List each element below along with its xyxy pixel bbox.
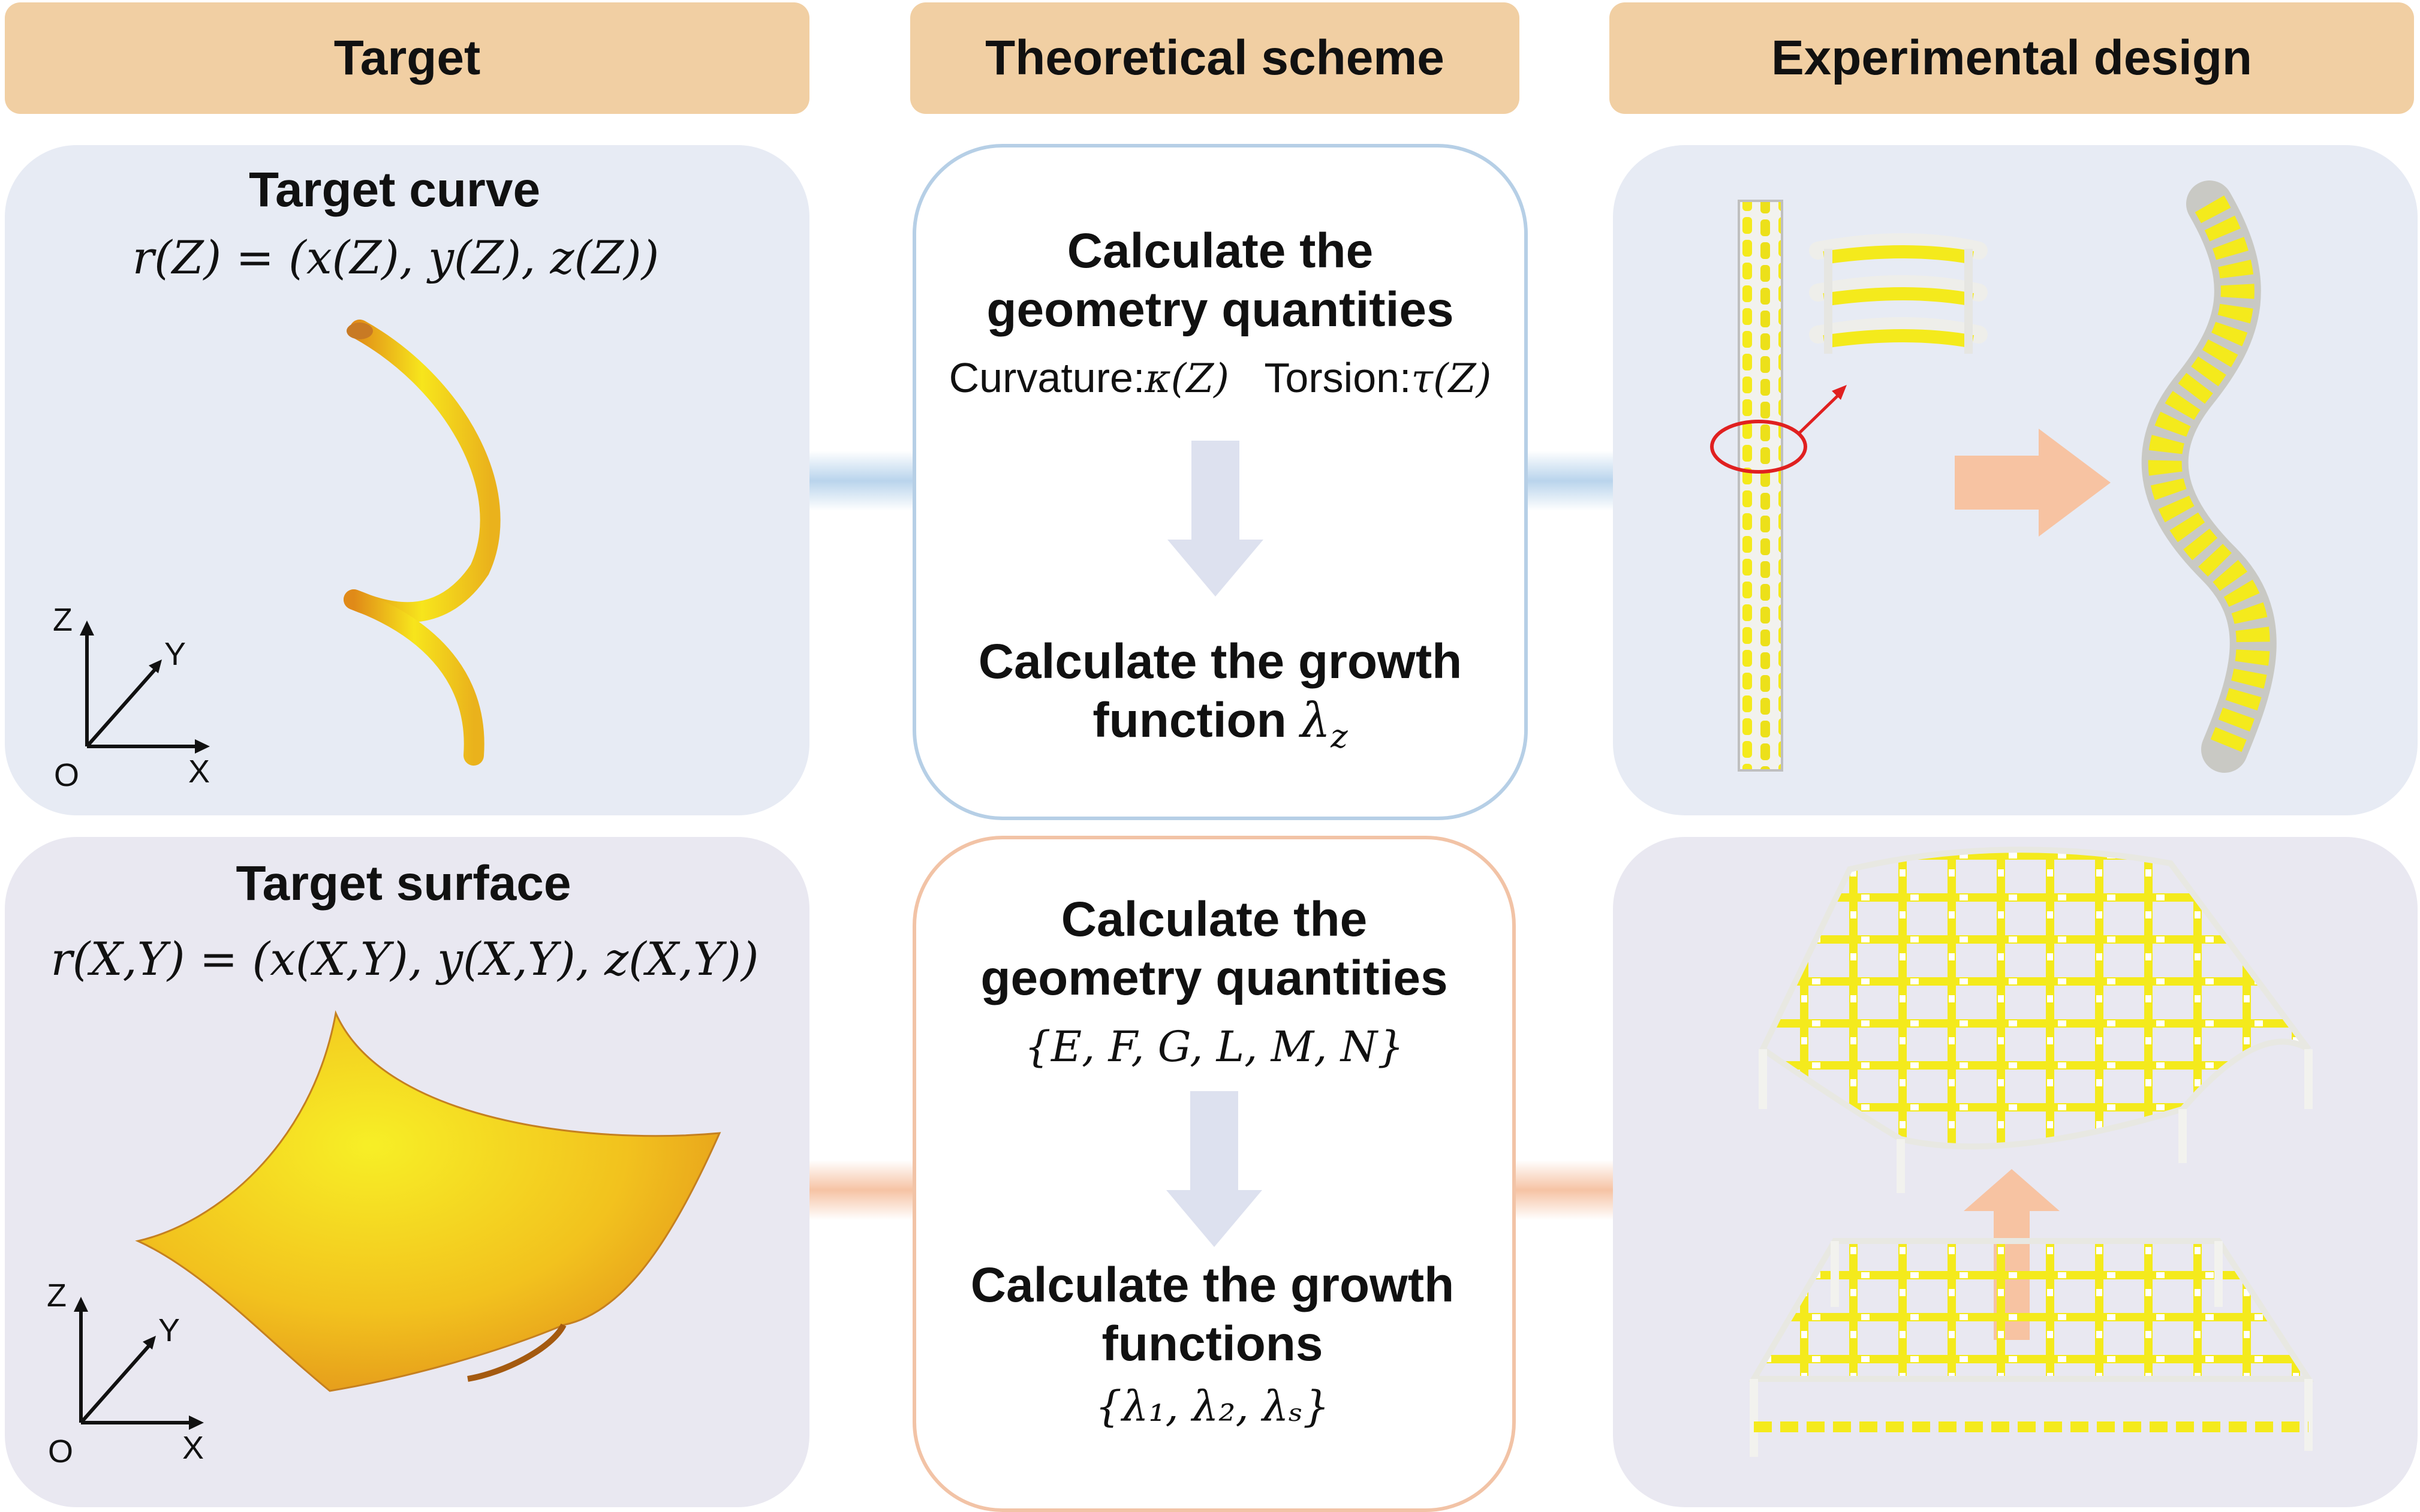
surface-geometry-set: {E, F, G, L, M, N} xyxy=(1024,1022,1404,1071)
curvature-label: Curvature: xyxy=(949,354,1145,401)
surface-axis-x-label: X xyxy=(182,1430,204,1466)
header-experimental-design: Experimental design xyxy=(1609,2,2414,114)
growth-lambda: λ xyxy=(1300,692,1331,748)
curve-axis-origin-label: O xyxy=(54,757,80,793)
surface-scheme-line1: Calculate the xyxy=(1061,892,1368,947)
curve-scheme-quantities: Curvature:κ(Z) Torsion:τ(Z) xyxy=(913,354,1528,402)
curvature-symbol: κ(Z) xyxy=(1145,356,1230,402)
target-curve-title: Target curve xyxy=(248,162,541,217)
straight-lattice-rod xyxy=(1738,200,1783,772)
header-theoretical-scheme: Theoretical scheme xyxy=(910,2,1519,114)
target-surface-equation: r(X,Y) = (x(X,Y), y(X,Y), z(X,Y)) xyxy=(50,932,759,986)
surface-axis-origin-label: O xyxy=(48,1433,74,1469)
curve-axis-z-label: Z xyxy=(53,602,73,638)
connector-surface-right xyxy=(1508,1160,1619,1220)
target-curve-panel xyxy=(5,145,809,815)
zoom-inset xyxy=(1809,233,1988,354)
highlight-ellipse xyxy=(1710,420,1807,474)
connector-curve-right xyxy=(1517,451,1619,511)
surface-axis-y-label: Y xyxy=(158,1312,180,1348)
target-curve-graphic xyxy=(344,320,501,766)
header-target: Target xyxy=(5,2,809,114)
surface-growth-line1: Calculate the growth xyxy=(970,1258,1455,1312)
connector-curve-left xyxy=(803,451,917,511)
curve-axis-x-label: X xyxy=(188,754,210,790)
connector-surface-left xyxy=(803,1160,917,1220)
target-surface-graphic xyxy=(135,1010,721,1392)
surface-axes xyxy=(74,1297,204,1430)
curve-down-arrow xyxy=(1167,441,1263,597)
curve-experiment-graphic xyxy=(1710,180,2277,773)
curve-growth-line1: Calculate the growth xyxy=(978,634,1462,689)
curve-growth-line2-wrap: function λz xyxy=(913,691,1528,766)
curve-growth-line2: function xyxy=(1092,693,1287,748)
curved-lattice-grid xyxy=(1759,847,2311,1150)
highlight-pointer xyxy=(1796,394,1839,436)
curve-scheme-line2: geometry quantities xyxy=(986,282,1454,337)
surface-axis-z-label: Z xyxy=(47,1278,67,1314)
surface-scheme-line2: geometry quantities xyxy=(980,951,1448,1005)
target-surface-title: Target surface xyxy=(236,856,571,911)
surface-down-arrow xyxy=(1166,1091,1262,1247)
curve-axes xyxy=(80,621,210,754)
surface-growth-set: {λ₁, λ₂, λₛ} xyxy=(1095,1382,1330,1431)
surface-experiment-graphic xyxy=(1748,847,2314,1457)
curve-growth-arrow xyxy=(1955,429,2111,537)
torsion-label: Torsion: xyxy=(1264,354,1411,401)
curve-axis-y-label: Y xyxy=(164,636,186,672)
curve-scheme-line1: Calculate the xyxy=(1067,224,1374,278)
surface-growth-line2: functions xyxy=(1101,1317,1323,1371)
torsion-symbol: τ(Z) xyxy=(1411,356,1492,402)
target-curve-equation: r(Z) = (x(Z), y(Z), z(Z)) xyxy=(132,231,660,284)
growth-subscript-z: z xyxy=(1331,717,1348,755)
